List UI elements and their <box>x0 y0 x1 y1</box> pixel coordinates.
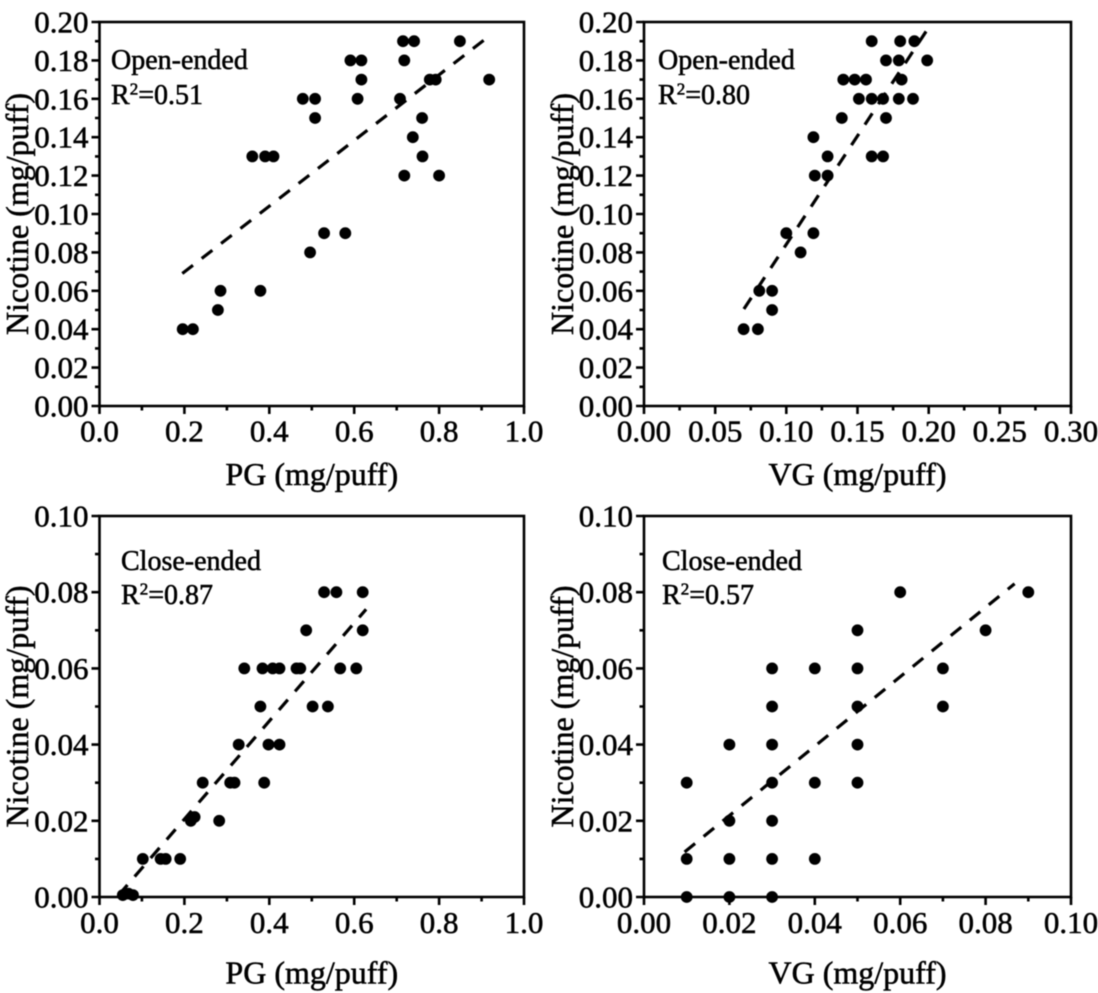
svg-text:Nicotine (mg/puff): Nicotine (mg/puff) <box>0 93 35 335</box>
svg-text:0.2: 0.2 <box>165 414 204 449</box>
svg-text:0.20: 0.20 <box>579 5 633 40</box>
svg-text:0.20: 0.20 <box>902 414 956 449</box>
svg-text:0.04: 0.04 <box>788 905 843 940</box>
svg-text:Nicotine (mg/puff): Nicotine (mg/puff) <box>544 585 580 827</box>
svg-text:R2=0.87: R2=0.87 <box>121 580 213 612</box>
svg-text:0.02: 0.02 <box>702 905 756 940</box>
svg-text:0.02: 0.02 <box>34 350 88 385</box>
svg-text:0.10: 0.10 <box>34 499 88 534</box>
svg-text:R2=0.80: R2=0.80 <box>658 80 750 112</box>
svg-text:0.02: 0.02 <box>579 350 633 385</box>
svg-text:0.00: 0.00 <box>579 880 633 915</box>
svg-text:0.15: 0.15 <box>830 414 884 449</box>
svg-text:Nicotine (mg/puff): Nicotine (mg/puff) <box>0 585 35 827</box>
svg-text:0.08: 0.08 <box>34 235 88 270</box>
svg-text:R2=0.51: R2=0.51 <box>111 80 203 112</box>
svg-text:0.18: 0.18 <box>34 43 88 78</box>
svg-text:0.04: 0.04 <box>579 727 634 762</box>
svg-text:0.06: 0.06 <box>579 651 633 686</box>
svg-text:VG (mg/puff): VG (mg/puff) <box>768 955 946 991</box>
svg-text:0.0: 0.0 <box>80 414 119 449</box>
svg-text:0.16: 0.16 <box>34 81 88 116</box>
svg-text:0.08: 0.08 <box>579 575 633 610</box>
svg-text:R2=0.57: R2=0.57 <box>662 580 754 612</box>
svg-text:Close-ended: Close-ended <box>121 546 261 577</box>
svg-text:0.10: 0.10 <box>579 499 633 534</box>
svg-text:0.04: 0.04 <box>579 312 634 347</box>
svg-text:0.25: 0.25 <box>973 414 1027 449</box>
svg-text:0.18: 0.18 <box>579 43 633 78</box>
svg-text:VG (mg/puff): VG (mg/puff) <box>768 456 946 492</box>
svg-text:0.10: 0.10 <box>1044 905 1098 940</box>
svg-text:0.00: 0.00 <box>579 389 633 424</box>
svg-text:Nicotine (mg/puff): Nicotine (mg/puff) <box>544 93 580 335</box>
svg-text:0.00: 0.00 <box>617 414 671 449</box>
svg-text:0.14: 0.14 <box>34 120 89 155</box>
svg-text:0.00: 0.00 <box>617 905 671 940</box>
svg-text:0.4: 0.4 <box>250 905 289 940</box>
svg-text:0.8: 0.8 <box>420 905 459 940</box>
svg-text:0.4: 0.4 <box>250 414 289 449</box>
svg-text:0.16: 0.16 <box>579 81 633 116</box>
svg-text:0.08: 0.08 <box>958 905 1012 940</box>
svg-text:0.00: 0.00 <box>34 880 88 915</box>
svg-text:0.10: 0.10 <box>579 197 633 232</box>
svg-text:0.02: 0.02 <box>579 803 633 838</box>
svg-text:0.14: 0.14 <box>579 120 634 155</box>
svg-text:0.10: 0.10 <box>759 414 813 449</box>
svg-text:0.8: 0.8 <box>420 414 459 449</box>
svg-text:0.04: 0.04 <box>34 312 89 347</box>
svg-text:Open-ended: Open-ended <box>111 45 248 76</box>
svg-text:0.06: 0.06 <box>579 273 633 308</box>
svg-text:0.2: 0.2 <box>165 905 204 940</box>
svg-text:0.06: 0.06 <box>34 273 88 308</box>
svg-text:0.04: 0.04 <box>34 727 89 762</box>
svg-text:1.0: 1.0 <box>505 414 544 449</box>
svg-text:0.10: 0.10 <box>34 197 88 232</box>
svg-text:0.06: 0.06 <box>873 905 927 940</box>
svg-text:0.02: 0.02 <box>34 803 88 838</box>
svg-text:0.08: 0.08 <box>34 575 88 610</box>
svg-text:0.20: 0.20 <box>34 5 88 40</box>
svg-text:0.12: 0.12 <box>34 158 88 193</box>
svg-text:0.08: 0.08 <box>579 235 633 270</box>
svg-text:0.00: 0.00 <box>34 389 88 424</box>
svg-text:1.0: 1.0 <box>505 905 544 940</box>
svg-text:0.06: 0.06 <box>34 651 88 686</box>
svg-text:0.05: 0.05 <box>688 414 742 449</box>
svg-text:Open-ended: Open-ended <box>658 45 795 76</box>
svg-text:0.6: 0.6 <box>335 414 374 449</box>
svg-text:Close-ended: Close-ended <box>662 546 802 577</box>
svg-text:0.12: 0.12 <box>579 158 633 193</box>
svg-text:0.0: 0.0 <box>80 905 119 940</box>
svg-text:0.6: 0.6 <box>335 905 374 940</box>
svg-text:0.30: 0.30 <box>1044 414 1098 449</box>
svg-text:PG (mg/puff): PG (mg/puff) <box>225 955 398 991</box>
svg-text:PG (mg/puff): PG (mg/puff) <box>225 456 398 492</box>
